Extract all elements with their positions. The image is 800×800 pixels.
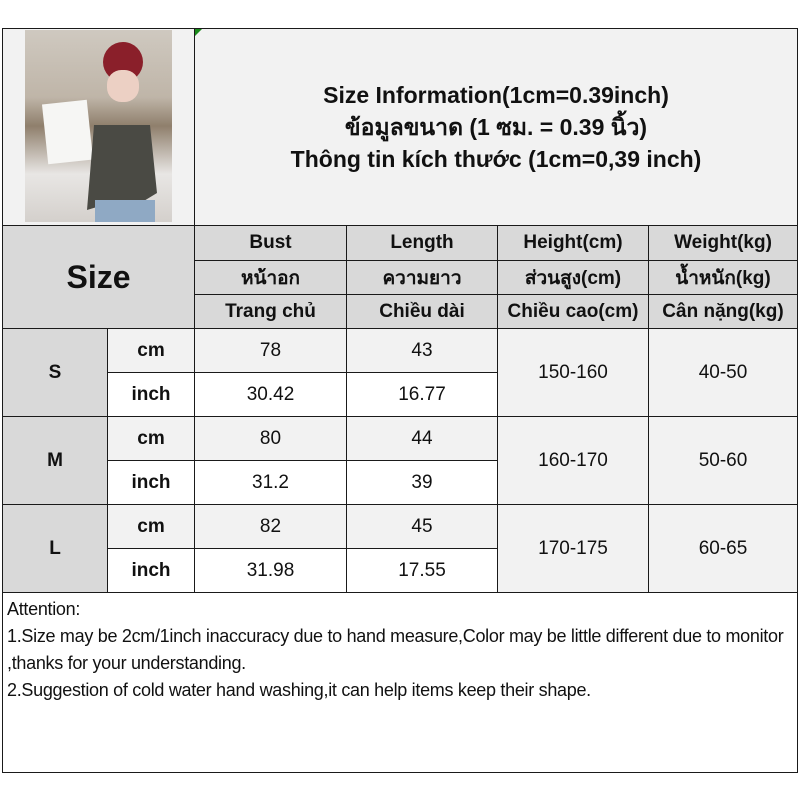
size-header: Size — [2, 225, 195, 329]
note-item: 1.Size may be 2cm/1inch inaccuracy due t… — [7, 626, 784, 673]
col-weight-en: Weight(kg) — [648, 225, 798, 261]
m-length-inch: 39 — [346, 460, 498, 505]
col-length-vi: Chiều dài — [346, 294, 498, 329]
unit-cm: cm — [107, 416, 195, 461]
attention-notes: Attention: 1.Size may be 2cm/1inch inacc… — [2, 592, 798, 773]
col-length-th: ความยาว — [346, 260, 498, 295]
size-m: M — [2, 416, 108, 505]
unit-cm: cm — [107, 504, 195, 549]
col-height-en: Height(cm) — [497, 225, 649, 261]
size-l: L — [2, 504, 108, 593]
unit-inch: inch — [107, 372, 195, 417]
m-bust-cm: 80 — [194, 416, 347, 461]
col-bust-th: หน้าอก — [194, 260, 347, 295]
l-length-cm: 45 — [346, 504, 498, 549]
title-vietnamese: Thông tin kích thước (1cm=0,39 inch) — [290, 146, 702, 172]
col-length-en: Length — [346, 225, 498, 261]
col-weight-vi: Cân nặng(kg) — [648, 294, 798, 329]
l-bust-inch: 31.98 — [194, 548, 347, 593]
col-height-th: ส่วนสูง(cm) — [497, 260, 649, 295]
unit-inch: inch — [107, 460, 195, 505]
s-bust-cm: 78 — [194, 328, 347, 373]
m-weight: 50-60 — [648, 416, 798, 505]
note-item: 2.Suggestion of cold water hand washing,… — [7, 680, 591, 700]
notes-heading: Attention: — [7, 599, 81, 619]
s-bust-inch: 30.42 — [194, 372, 347, 417]
col-weight-th: น้ำหนัก(kg) — [648, 260, 798, 295]
s-length-inch: 16.77 — [346, 372, 498, 417]
l-bust-cm: 82 — [194, 504, 347, 549]
col-bust-en: Bust — [194, 225, 347, 261]
col-height-vi: Chiều cao(cm) — [497, 294, 649, 329]
title-thai: ข้อมูลขนาด (1 ซม. = 0.39 นิ้ว) — [344, 114, 648, 140]
size-s: S — [2, 328, 108, 417]
title-english: Size Information(1cm=0.39inch) — [323, 82, 669, 108]
col-bust-vi: Trang chủ — [194, 294, 347, 329]
l-weight: 60-65 — [648, 504, 798, 593]
m-height: 160-170 — [497, 416, 649, 505]
unit-cm: cm — [107, 328, 195, 373]
l-height: 170-175 — [497, 504, 649, 593]
cell-marker-icon — [195, 29, 202, 36]
l-length-inch: 17.55 — [346, 548, 498, 593]
unit-inch: inch — [107, 548, 195, 593]
s-height: 150-160 — [497, 328, 649, 417]
m-length-cm: 44 — [346, 416, 498, 461]
s-weight: 40-50 — [648, 328, 798, 417]
m-bust-inch: 31.2 — [194, 460, 347, 505]
s-length-cm: 43 — [346, 328, 498, 373]
size-info-title: Size Information(1cm=0.39inch) ข้อมูลขนา… — [194, 28, 798, 226]
product-photo — [25, 30, 172, 222]
